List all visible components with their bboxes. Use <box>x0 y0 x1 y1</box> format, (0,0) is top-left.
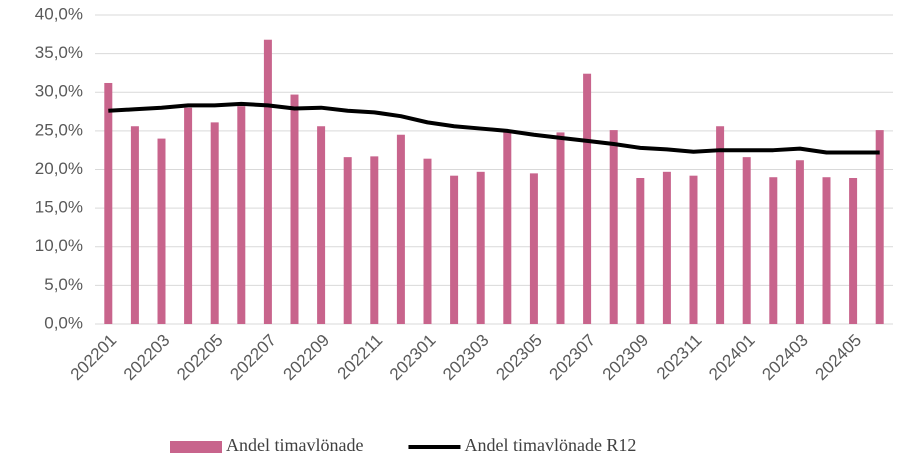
y-tick-label: 30,0% <box>35 82 83 101</box>
y-tick-label: 40,0% <box>35 4 83 23</box>
bar <box>822 177 831 324</box>
x-tick-label: 202301 <box>386 331 440 385</box>
y-tick-label: 20,0% <box>35 159 83 178</box>
x-tick-label: 202403 <box>758 331 812 385</box>
bar <box>689 175 698 324</box>
bar <box>849 177 858 324</box>
x-tick-label: 202311 <box>653 331 706 384</box>
y-tick-label: 15,0% <box>35 198 83 217</box>
bar <box>476 171 485 324</box>
bar <box>237 106 246 324</box>
bar <box>157 138 166 324</box>
bar <box>636 177 645 324</box>
y-tick-label: 35,0% <box>35 43 83 62</box>
y-tick-label: 0,0% <box>44 313 83 332</box>
x-tick-label: 202203 <box>120 331 174 385</box>
x-tick-label: 202309 <box>599 331 653 385</box>
bar <box>662 171 671 324</box>
bar <box>290 94 299 324</box>
x-tick-label: 202305 <box>492 331 546 385</box>
legend-swatch <box>170 441 222 453</box>
bar <box>795 160 804 324</box>
x-tick-label: 202307 <box>546 331 600 385</box>
x-tick-label: 202303 <box>439 331 493 385</box>
bar <box>609 130 618 324</box>
bar <box>583 73 592 325</box>
y-tick-label: 5,0% <box>44 275 83 294</box>
bar <box>716 126 725 325</box>
bar <box>370 156 379 324</box>
legend-label: Andel timavlönade R12 <box>464 435 636 455</box>
y-tick-label: 10,0% <box>35 236 83 255</box>
bar <box>184 107 193 324</box>
legend-label: Andel timavlönade <box>226 435 363 455</box>
bar <box>423 158 432 324</box>
bar <box>317 126 326 325</box>
bar <box>556 132 565 324</box>
x-tick-label: 202205 <box>173 331 227 385</box>
line <box>108 101 880 155</box>
x-tick-label: 202211 <box>334 331 387 384</box>
x-tick-label: 202405 <box>812 331 866 385</box>
bar <box>503 132 512 324</box>
bar <box>769 177 778 324</box>
x-tick-label: 202201 <box>67 331 121 385</box>
bar <box>742 157 751 324</box>
bar <box>396 134 405 324</box>
bar <box>875 130 884 324</box>
bar <box>263 39 272 324</box>
bar <box>104 82 113 324</box>
x-tick-label: 202209 <box>280 331 334 385</box>
bar <box>529 173 538 324</box>
bar <box>130 126 139 325</box>
bar <box>343 157 352 324</box>
x-tick-label: 202207 <box>226 331 280 385</box>
bar <box>450 175 459 324</box>
x-tick-label: 202401 <box>705 331 759 385</box>
y-tick-label: 25,0% <box>35 120 83 139</box>
bar <box>210 122 219 324</box>
